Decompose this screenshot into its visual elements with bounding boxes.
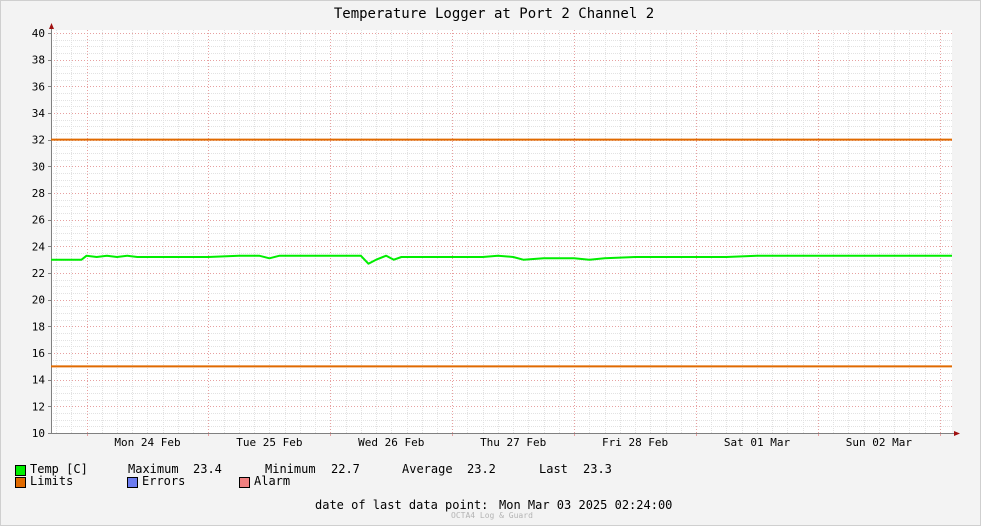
x-tick-label: Tue 25 Feb xyxy=(236,436,302,449)
last-data-point-label: date of last data point: xyxy=(315,498,489,512)
legend-last-value: 23.3 xyxy=(583,462,612,476)
legend-temp-swatch xyxy=(15,465,26,476)
y-tick-label: 18 xyxy=(32,320,45,333)
legend-last-label: Last xyxy=(539,462,568,476)
legend-errors-swatch xyxy=(127,477,138,488)
y-tick-label: 24 xyxy=(32,240,46,253)
y-tick-labels: 10 12 14 16 18 20 22 24 26 28 30 32 34 36 38 40 xyxy=(32,27,46,440)
x-tick-labels: Mon 24 Feb Tue 25 Feb Wed 26 Feb Thu 27 Feb… xyxy=(114,436,912,449)
y-tick-label: 34 xyxy=(32,107,46,120)
x-tick-label: Fri 28 Feb xyxy=(602,436,668,449)
y-axis-arrow xyxy=(49,23,54,29)
major-grid xyxy=(51,30,952,433)
y-tick-label: 28 xyxy=(32,187,45,200)
legend-max-label: Maximum xyxy=(128,462,179,476)
legend-avg-label: Average xyxy=(402,462,453,476)
series-layer xyxy=(51,138,952,368)
y-tick-label: 40 xyxy=(32,27,45,40)
plot-area xyxy=(51,30,952,433)
legend-alarm-swatch xyxy=(239,477,250,488)
x-tick-label: Sat 01 Mar xyxy=(724,436,791,449)
axes xyxy=(48,23,960,436)
legend-max-value: 23.4 xyxy=(193,462,222,476)
chart-title: Temperature Logger at Port 2 Channel 2 xyxy=(334,6,654,22)
legend-min-value: 22.7 xyxy=(331,462,360,476)
legend-alarm-label: Alarm xyxy=(254,474,291,488)
legend-min-label: Minimum xyxy=(265,462,316,476)
y-tick-label: 36 xyxy=(32,80,45,93)
legend-limits-label: Limits xyxy=(30,474,74,488)
legend-limits-swatch xyxy=(15,477,26,488)
x-tick-label: Mon 24 Feb xyxy=(114,436,180,449)
x-tick-label: Thu 27 Feb xyxy=(480,436,546,449)
legend-avg-value: 23.2 xyxy=(467,462,496,476)
x-axis-arrow xyxy=(954,431,960,436)
y-tick-label: 20 xyxy=(32,294,45,307)
minor-grid xyxy=(51,30,952,433)
y-tick-label: 14 xyxy=(32,374,46,387)
x-tick-label: Sun 02 Mar xyxy=(846,436,913,449)
temperature-series-line xyxy=(51,254,952,265)
y-tick-label: 10 xyxy=(32,427,45,440)
legend-errors-label: Errors xyxy=(142,474,186,488)
y-tick-label: 16 xyxy=(32,347,45,360)
x-tick-label: Wed 26 Feb xyxy=(358,436,424,449)
credit-watermark: OCTA4 Log & Guard xyxy=(451,511,533,520)
y-tick-label: 22 xyxy=(32,267,45,280)
y-tick-label: 32 xyxy=(32,134,45,147)
y-tick-label: 26 xyxy=(32,214,45,227)
y-tick-label: 30 xyxy=(32,160,45,173)
legend-temp-label: Temp [C] xyxy=(30,462,88,476)
last-data-point-value: Mon Mar 03 2025 02:24:00 xyxy=(499,498,673,512)
y-tick-label: 38 xyxy=(32,54,45,67)
y-tick-label: 12 xyxy=(32,400,45,413)
